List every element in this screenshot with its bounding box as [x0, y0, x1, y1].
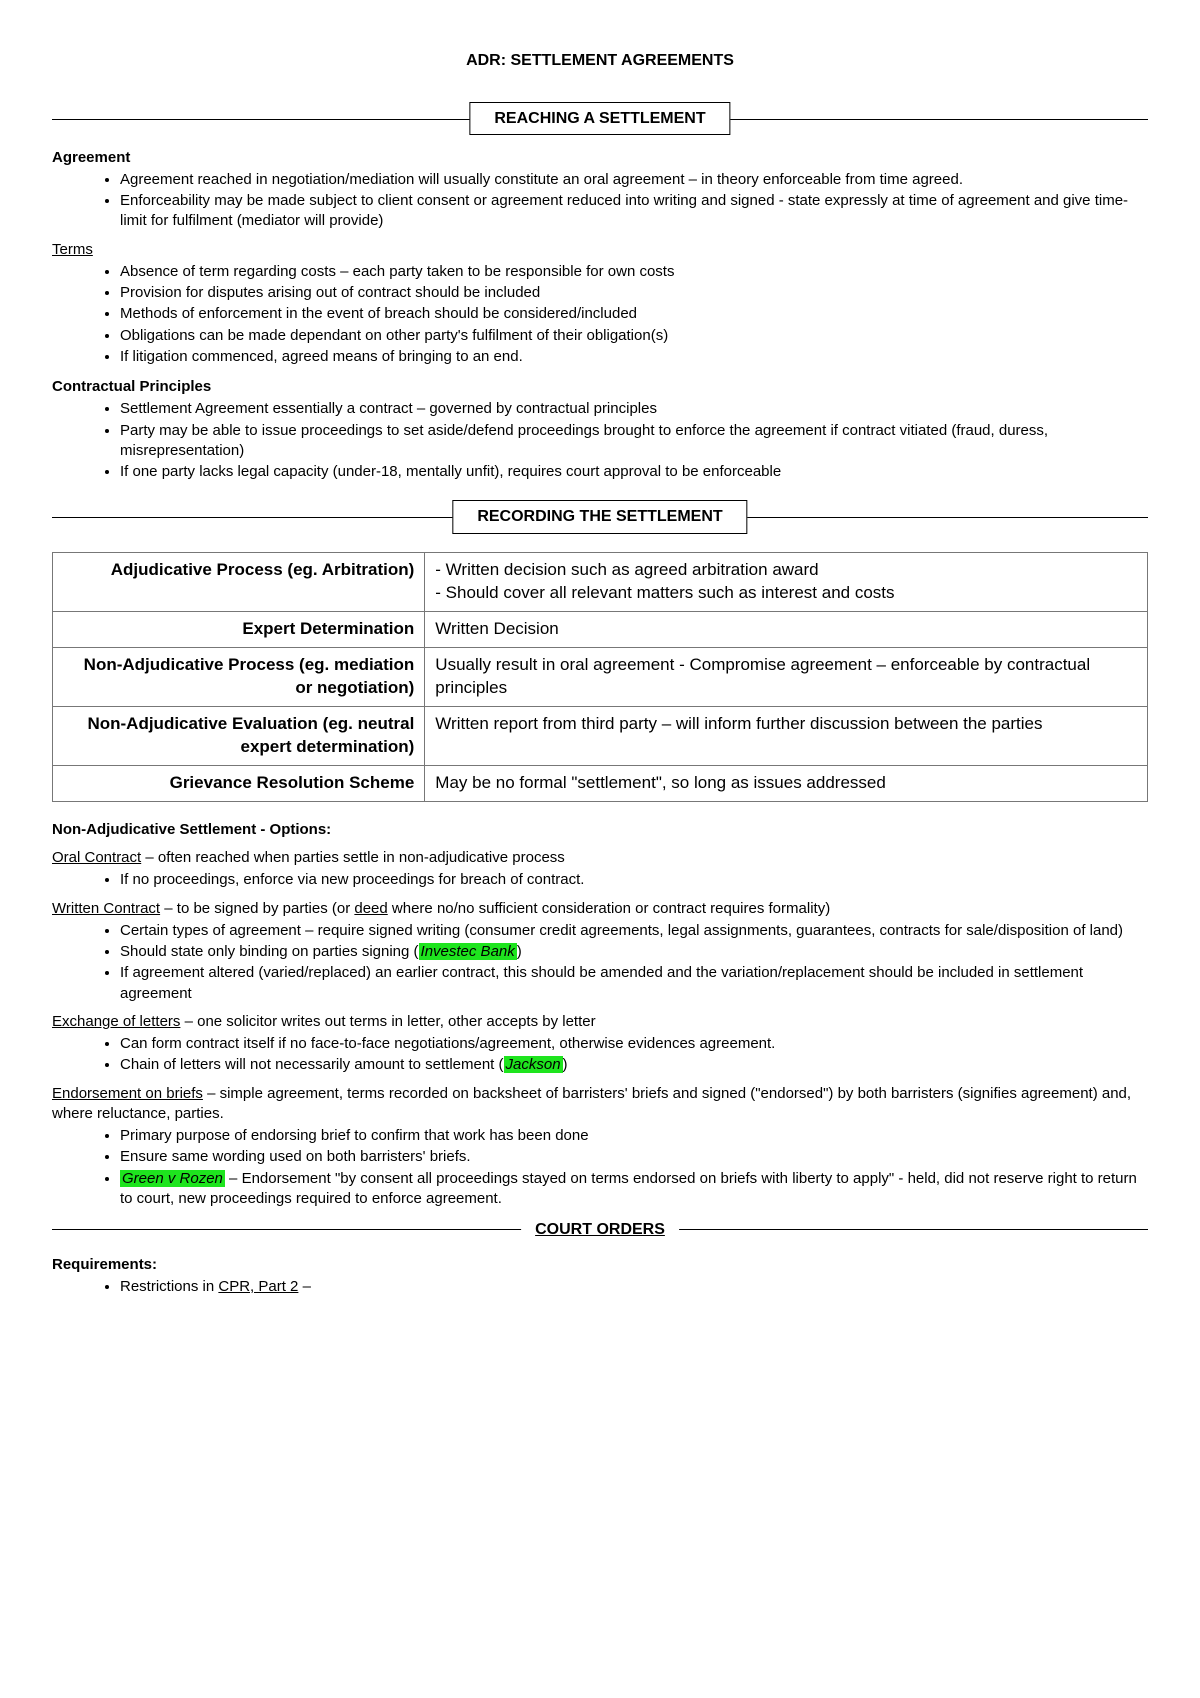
list-item: Green v Rozen – Endorsement "by consent …	[120, 1169, 1148, 1210]
list-item: If no proceedings, enforce via new proce…	[120, 870, 1148, 890]
table-cell-label: Non-Adjudicative Process (eg. mediation …	[53, 648, 425, 707]
table-cell-label: Adjudicative Process (eg. Arbitration)	[53, 553, 425, 612]
case-highlight: Investec Bank	[419, 943, 517, 960]
list-item: Provision for disputes arising out of co…	[120, 283, 1148, 303]
item-text: – Endorsement "by consent all proceeding…	[120, 1170, 1137, 1207]
table-cell-value: Usually result in oral agreement - Compr…	[425, 648, 1148, 707]
terms-list: Absence of term regarding costs – each p…	[52, 262, 1148, 367]
list-item: Primary purpose of endorsing brief to co…	[120, 1126, 1148, 1146]
table-row: Non-Adjudicative Process (eg. mediation …	[53, 648, 1148, 707]
doc-title: ADR: SETTLEMENT AGREEMENTS	[52, 50, 1148, 72]
table-row: Adjudicative Process (eg. Arbitration) -…	[53, 553, 1148, 612]
item-text: –	[298, 1278, 311, 1295]
heading-terms: Terms	[52, 240, 1148, 260]
table-cell-value: May be no formal "settlement", so long a…	[425, 765, 1148, 801]
list-item: Chain of letters will not necessarily am…	[120, 1055, 1148, 1075]
heading-requirements: Requirements:	[52, 1255, 1148, 1275]
deed-underline: deed	[354, 900, 387, 917]
oral-list: If no proceedings, enforce via new proce…	[52, 870, 1148, 890]
endorsement-lead: Endorsement on briefs – simple agreement…	[52, 1084, 1148, 1125]
list-item: Can form contract itself if no face-to-f…	[120, 1034, 1148, 1054]
list-item: Party may be able to issue proceedings t…	[120, 421, 1148, 462]
banner-label: REACHING A SETTLEMENT	[469, 102, 730, 136]
cpr-underline: CPR, Part 2	[218, 1278, 298, 1295]
lead-rest: – to be signed by parties (or	[160, 900, 354, 917]
table-cell-value: - Written decision such as agreed arbitr…	[425, 553, 1148, 612]
oral-contract-lead: Oral Contract – often reached when parti…	[52, 848, 1148, 868]
list-item: If agreement altered (varied/replaced) a…	[120, 963, 1148, 1004]
section-banner-reaching: REACHING A SETTLEMENT	[52, 102, 1148, 136]
exchange-list: Can form contract itself if no face-to-f…	[52, 1034, 1148, 1076]
lead-underline: Written Contract	[52, 900, 160, 917]
list-item: If one party lacks legal capacity (under…	[120, 462, 1148, 482]
item-text: )	[517, 943, 522, 960]
list-item: Obligations can be made dependant on oth…	[120, 326, 1148, 346]
list-item: Methods of enforcement in the event of b…	[120, 304, 1148, 324]
section-banner-recording: RECORDING THE SETTLEMENT	[52, 500, 1148, 534]
lead-underline: Exchange of letters	[52, 1013, 180, 1030]
requirements-list: Restrictions in CPR, Part 2 –	[52, 1277, 1148, 1297]
recording-table: Adjudicative Process (eg. Arbitration) -…	[52, 552, 1148, 802]
case-highlight: Jackson	[504, 1056, 563, 1073]
item-text: Chain of letters will not necessarily am…	[120, 1056, 504, 1073]
table-cell-label: Non-Adjudicative Evaluation (eg. neutral…	[53, 707, 425, 766]
table-cell-label: Expert Determination	[53, 612, 425, 648]
table-cell-value: Written Decision	[425, 612, 1148, 648]
list-item: Enforceability may be made subject to cl…	[120, 191, 1148, 232]
lead-rest: – one solicitor writes out terms in lett…	[180, 1013, 595, 1030]
lead-rest: – often reached when parties settle in n…	[141, 849, 565, 866]
banner-label: RECORDING THE SETTLEMENT	[452, 500, 747, 534]
list-item: Certain types of agreement – require sig…	[120, 921, 1148, 941]
list-item: Should state only binding on parties sig…	[120, 942, 1148, 962]
heading-agreement: Agreement	[52, 148, 1148, 168]
list-item: Agreement reached in negotiation/mediati…	[120, 170, 1148, 190]
table-row: Non-Adjudicative Evaluation (eg. neutral…	[53, 707, 1148, 766]
case-highlight: Green v Rozen	[120, 1170, 225, 1187]
item-text: Should state only binding on parties sig…	[120, 943, 419, 960]
principles-list: Settlement Agreement essentially a contr…	[52, 399, 1148, 482]
table-cell-value: Written report from third party – will i…	[425, 707, 1148, 766]
list-item: If litigation commenced, agreed means of…	[120, 347, 1148, 367]
list-item: Ensure same wording used on both barrist…	[120, 1147, 1148, 1167]
lead-rest: – simple agreement, terms recorded on ba…	[52, 1085, 1131, 1122]
list-item: Settlement Agreement essentially a contr…	[120, 399, 1148, 419]
item-text: )	[563, 1056, 568, 1073]
heading-principles: Contractual Principles	[52, 377, 1148, 397]
banner-label: COURT ORDERS	[521, 1219, 679, 1241]
table-row: Grievance Resolution Scheme May be no fo…	[53, 765, 1148, 801]
table-row: Expert Determination Written Decision	[53, 612, 1148, 648]
heading-nonadj-options: Non-Adjudicative Settlement - Options:	[52, 820, 1148, 840]
lead-rest: where no/no sufficient consideration or …	[388, 900, 830, 917]
section-banner-court-orders: COURT ORDERS	[52, 1215, 1148, 1243]
written-list: Certain types of agreement – require sig…	[52, 921, 1148, 1004]
list-item: Restrictions in CPR, Part 2 –	[120, 1277, 1148, 1297]
exchange-lead: Exchange of letters – one solicitor writ…	[52, 1012, 1148, 1032]
endorsement-list: Primary purpose of endorsing brief to co…	[52, 1126, 1148, 1209]
lead-underline: Endorsement on briefs	[52, 1085, 203, 1102]
agreement-list: Agreement reached in negotiation/mediati…	[52, 170, 1148, 232]
written-contract-lead: Written Contract – to be signed by parti…	[52, 899, 1148, 919]
table-cell-label: Grievance Resolution Scheme	[53, 765, 425, 801]
item-text: Restrictions in	[120, 1278, 218, 1295]
list-item: Absence of term regarding costs – each p…	[120, 262, 1148, 282]
lead-underline: Oral Contract	[52, 849, 141, 866]
